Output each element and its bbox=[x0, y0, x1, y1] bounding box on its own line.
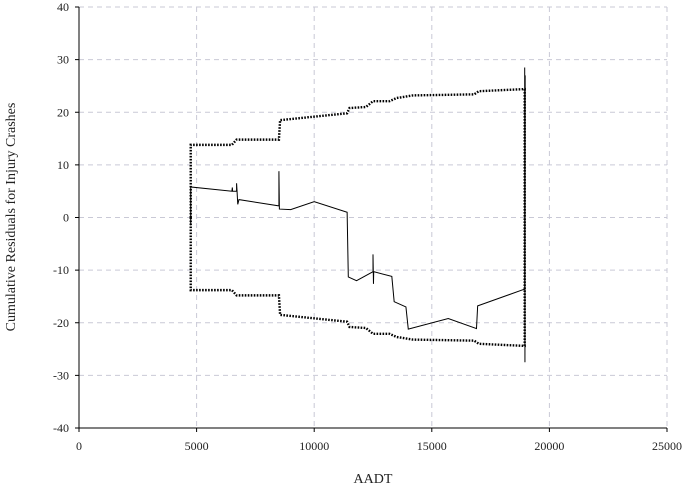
upper-bound-line bbox=[189, 87, 526, 218]
y-tick-label: 0 bbox=[63, 211, 69, 225]
y-tick-label: -30 bbox=[53, 368, 69, 382]
y-tick-label: 20 bbox=[57, 105, 69, 119]
y-tick-label: -40 bbox=[53, 421, 69, 435]
axes-layer bbox=[75, 6, 668, 432]
y-tick-label: 10 bbox=[57, 158, 69, 172]
grid-layer bbox=[79, 6, 668, 428]
x-tick-label: 20000 bbox=[534, 439, 564, 453]
x-axis-title: AADT bbox=[354, 472, 393, 487]
y-tick-label: 40 bbox=[57, 0, 69, 14]
x-tick-label: 5000 bbox=[185, 439, 209, 453]
cumulative-residuals-line bbox=[190, 67, 526, 363]
x-tick-label: 0 bbox=[76, 439, 82, 453]
x-tick-label: 25000 bbox=[652, 439, 682, 453]
y-axis-title: Cumulative Residuals for Injury Crashes bbox=[4, 103, 19, 332]
x-tick-label: 15000 bbox=[417, 439, 447, 453]
labels-layer: -40 -30 -20 -10 0 10 20 30 40 0 5000 10000 15000 2000… bbox=[53, 0, 682, 453]
y-tick-label: 30 bbox=[57, 53, 69, 67]
series-layer bbox=[189, 67, 526, 363]
y-tick-label: -10 bbox=[53, 263, 69, 277]
x-tick-label: 10000 bbox=[299, 439, 329, 453]
y-tick-label: -20 bbox=[53, 316, 69, 330]
lower-bound-line bbox=[189, 217, 526, 348]
